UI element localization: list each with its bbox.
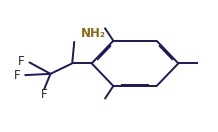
Text: F: F bbox=[14, 69, 20, 82]
Text: F: F bbox=[41, 88, 47, 101]
Text: F: F bbox=[18, 55, 25, 68]
Text: NH₂: NH₂ bbox=[81, 27, 106, 40]
